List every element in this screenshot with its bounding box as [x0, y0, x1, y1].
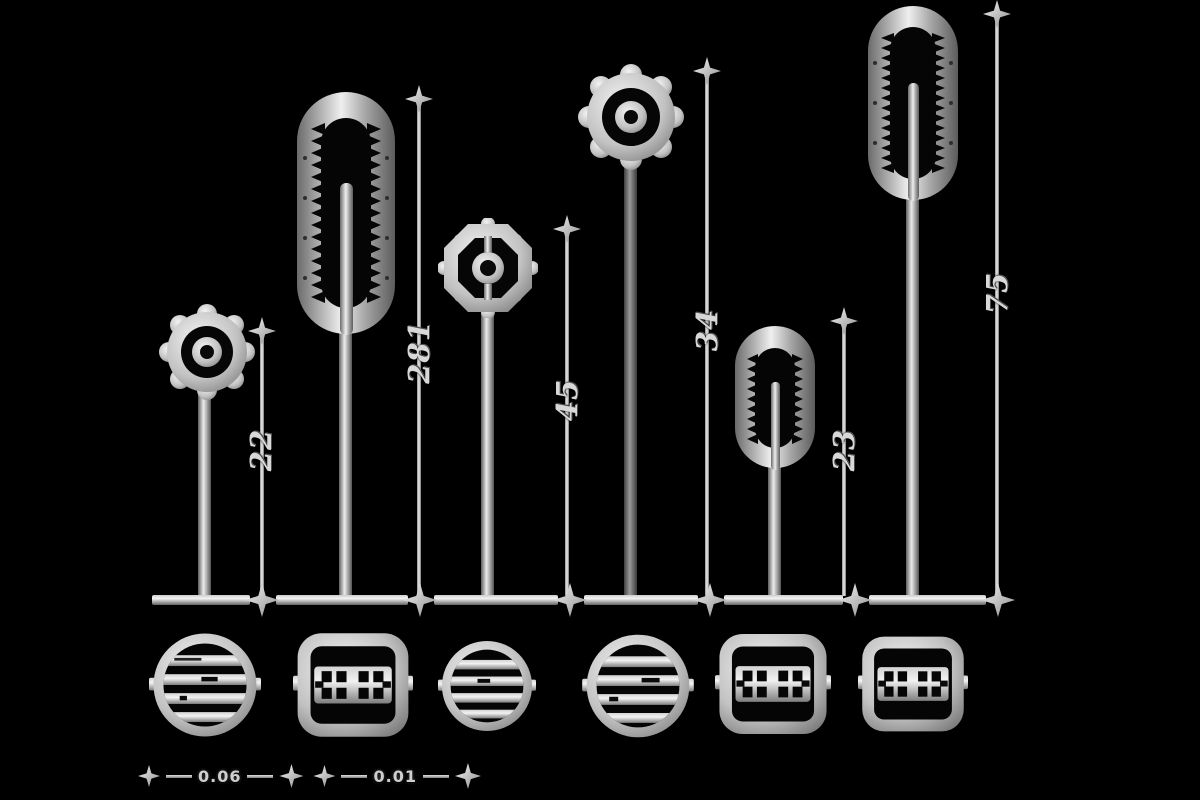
scale-line	[247, 774, 274, 778]
four-point-star-icon	[830, 307, 858, 335]
value-label-3: 45	[550, 378, 584, 422]
baseline-segment-1	[152, 595, 250, 605]
circle-slats-medallion-icon	[438, 640, 536, 732]
baseline-segment-4	[584, 595, 698, 605]
serrated-oval-tall-head-icon	[868, 6, 958, 201]
four-point-star-icon	[553, 215, 581, 243]
four-point-star-icon	[693, 583, 727, 617]
four-point-star-icon	[403, 583, 437, 617]
four-point-star-icon	[313, 765, 336, 787]
gear-ring-head-icon	[159, 304, 255, 400]
gear-ring-large-head-icon	[578, 64, 684, 170]
value-label-1: 22	[244, 428, 278, 472]
rod-3	[481, 308, 494, 597]
scale-bar-2: 0.01	[313, 763, 481, 789]
four-point-star-icon	[138, 765, 160, 787]
scale-label-2: 0.01	[373, 766, 417, 786]
value-label-5: 23	[827, 428, 861, 472]
circle-slats-medallion-icon	[582, 634, 694, 738]
square-grid-medallion-icon	[858, 636, 968, 732]
scale-line	[341, 774, 368, 778]
rod-6	[906, 195, 919, 597]
rod-1	[198, 388, 211, 597]
dimension-line-2	[417, 102, 421, 596]
serrated-oval-small-head-icon	[735, 326, 815, 470]
dimension-line-3	[565, 232, 569, 596]
square-grid-medallion-icon	[293, 633, 413, 737]
value-label-4: 34	[690, 308, 724, 352]
value-label-2: 281	[402, 320, 436, 384]
scale-bar-1: 0.06	[138, 764, 304, 788]
dimension-line-1	[260, 334, 264, 596]
rod-4	[624, 160, 637, 597]
dimension-line-4	[705, 74, 709, 596]
four-point-star-icon	[981, 583, 1015, 617]
four-point-star-icon	[245, 583, 279, 617]
four-point-star-icon	[693, 57, 721, 85]
serrated-oval-head-icon	[297, 92, 395, 335]
dimension-line-6	[995, 15, 999, 596]
circle-slats-medallion-icon	[149, 633, 261, 737]
scale-label-1: 0.06	[198, 766, 242, 786]
baseline-segment-3	[434, 595, 558, 605]
octagon-ring-head-icon	[438, 218, 538, 318]
value-label-6: 75	[980, 271, 1014, 315]
rod-2	[339, 325, 352, 597]
square-grid-medallion-icon	[715, 634, 831, 734]
scale-bar-legend: 0.06 0.01	[138, 763, 481, 789]
four-point-star-icon	[983, 0, 1011, 28]
baseline-segment-5	[724, 595, 843, 605]
baseline-segment-2	[276, 595, 408, 605]
four-point-star-icon	[405, 85, 433, 113]
scale-line	[166, 774, 192, 778]
rod-5	[768, 458, 781, 597]
dimension-line-5	[842, 324, 846, 596]
four-point-star-icon	[279, 764, 304, 788]
four-point-star-icon	[553, 583, 587, 617]
scale-line	[422, 774, 449, 778]
baseline-segment-6	[869, 595, 986, 605]
four-point-star-icon	[454, 763, 481, 789]
